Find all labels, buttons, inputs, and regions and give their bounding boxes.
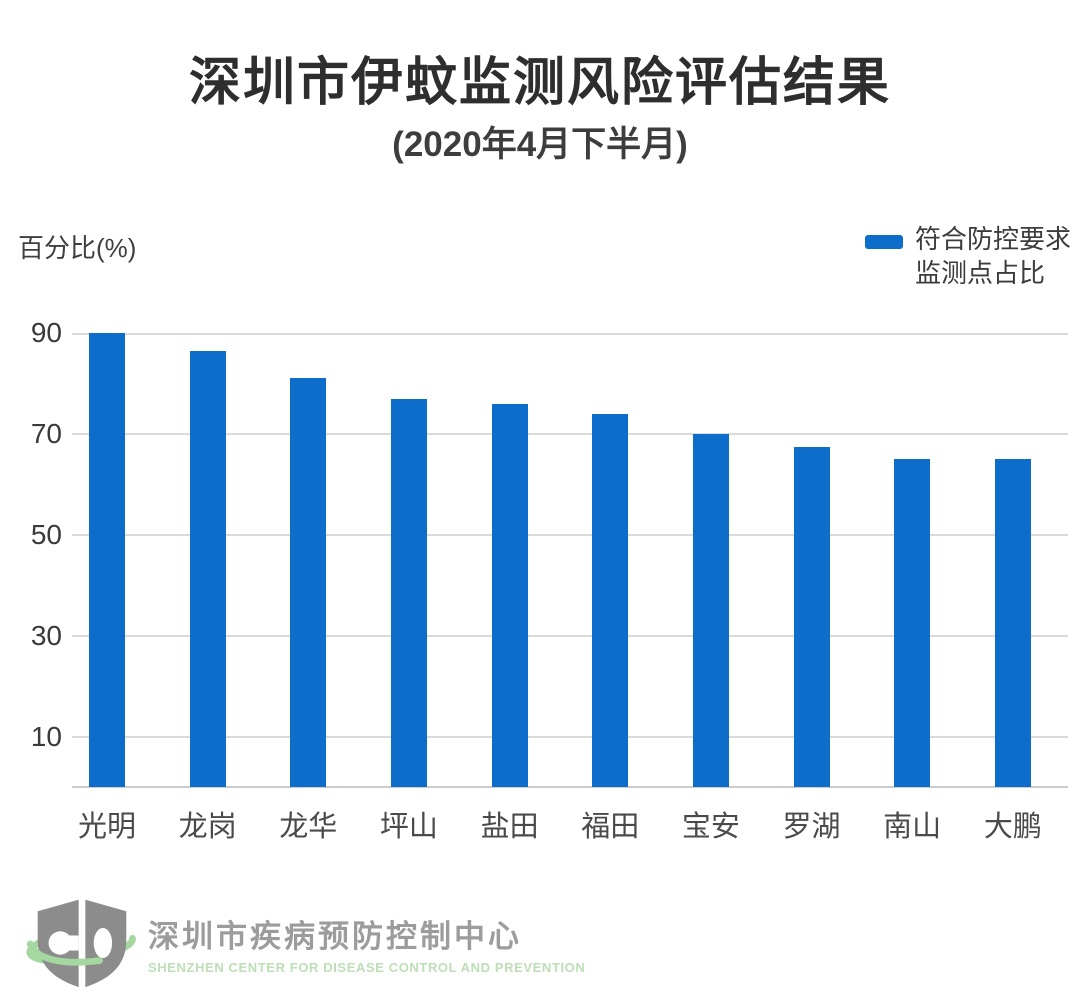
x-axis-label: 坪山 bbox=[379, 811, 438, 843]
plot-area: 90 70 50 30 10 光明 龙岗 龙华 坪山 盐田 福田 宝安 罗湖 南山 大鹏 bbox=[31, 317, 1068, 843]
bar bbox=[89, 333, 125, 787]
x-axis-label: 罗湖 bbox=[782, 811, 841, 843]
x-axis-label: 南山 bbox=[883, 811, 942, 843]
legend-label: 符合防控要求 监测点占比 bbox=[915, 222, 1071, 290]
bar bbox=[189, 350, 226, 787]
footer-text: 深圳市疾病预防控制中心 SHENZHEN CENTER FOR DISEASE … bbox=[148, 911, 585, 975]
y-tick-label: 70 bbox=[30, 417, 62, 449]
bar bbox=[290, 378, 327, 787]
x-axis-label: 宝安 bbox=[681, 811, 740, 843]
x-axis-label: 大鹏 bbox=[983, 811, 1042, 843]
page-subtitle: (2020年4月下半月) bbox=[392, 125, 688, 164]
bar bbox=[390, 398, 427, 787]
bar bbox=[894, 459, 931, 787]
org-name-en: SHENZHEN CENTER FOR DISEASE CONTROL AND … bbox=[148, 960, 586, 975]
x-axis-line bbox=[72, 786, 1068, 788]
cdc-logo-icon bbox=[26, 895, 136, 992]
legend-label-line1: 符合防控要求 bbox=[915, 224, 1072, 254]
y-tick-label: 30 bbox=[30, 619, 62, 651]
x-axis-label: 福田 bbox=[581, 811, 640, 843]
gridline bbox=[72, 735, 1068, 738]
footer: 深圳市疾病预防控制中心 SHENZHEN CENTER FOR DISEASE … bbox=[26, 893, 585, 993]
x-axis-label: 龙岗 bbox=[178, 811, 237, 843]
bar bbox=[491, 403, 528, 787]
org-name-cn: 深圳市疾病预防控制中心 bbox=[148, 919, 522, 954]
gridline bbox=[72, 432, 1068, 435]
bar bbox=[592, 413, 629, 787]
x-axis-label: 盐田 bbox=[480, 811, 539, 843]
x-axis-label: 龙华 bbox=[279, 811, 338, 843]
gridline bbox=[72, 634, 1068, 637]
legend-label-line2: 监测点占比 bbox=[915, 258, 1046, 288]
bar bbox=[793, 446, 830, 787]
page-title: 深圳市伊蚊监测风险评估结果 bbox=[188, 54, 891, 112]
legend-swatch-icon bbox=[865, 235, 903, 249]
y-tick-label: 50 bbox=[30, 518, 62, 550]
gridline bbox=[72, 333, 1068, 335]
bar bbox=[994, 459, 1031, 787]
gridline bbox=[72, 533, 1068, 536]
x-axis-label: 光明 bbox=[77, 811, 136, 843]
y-tick-label: 90 bbox=[30, 317, 62, 348]
y-tick-label: 10 bbox=[30, 720, 62, 752]
legend: 符合防控要求 监测点占比 bbox=[865, 222, 1071, 290]
bar bbox=[692, 433, 729, 787]
y-axis-title: 百分比(%) bbox=[18, 233, 137, 263]
